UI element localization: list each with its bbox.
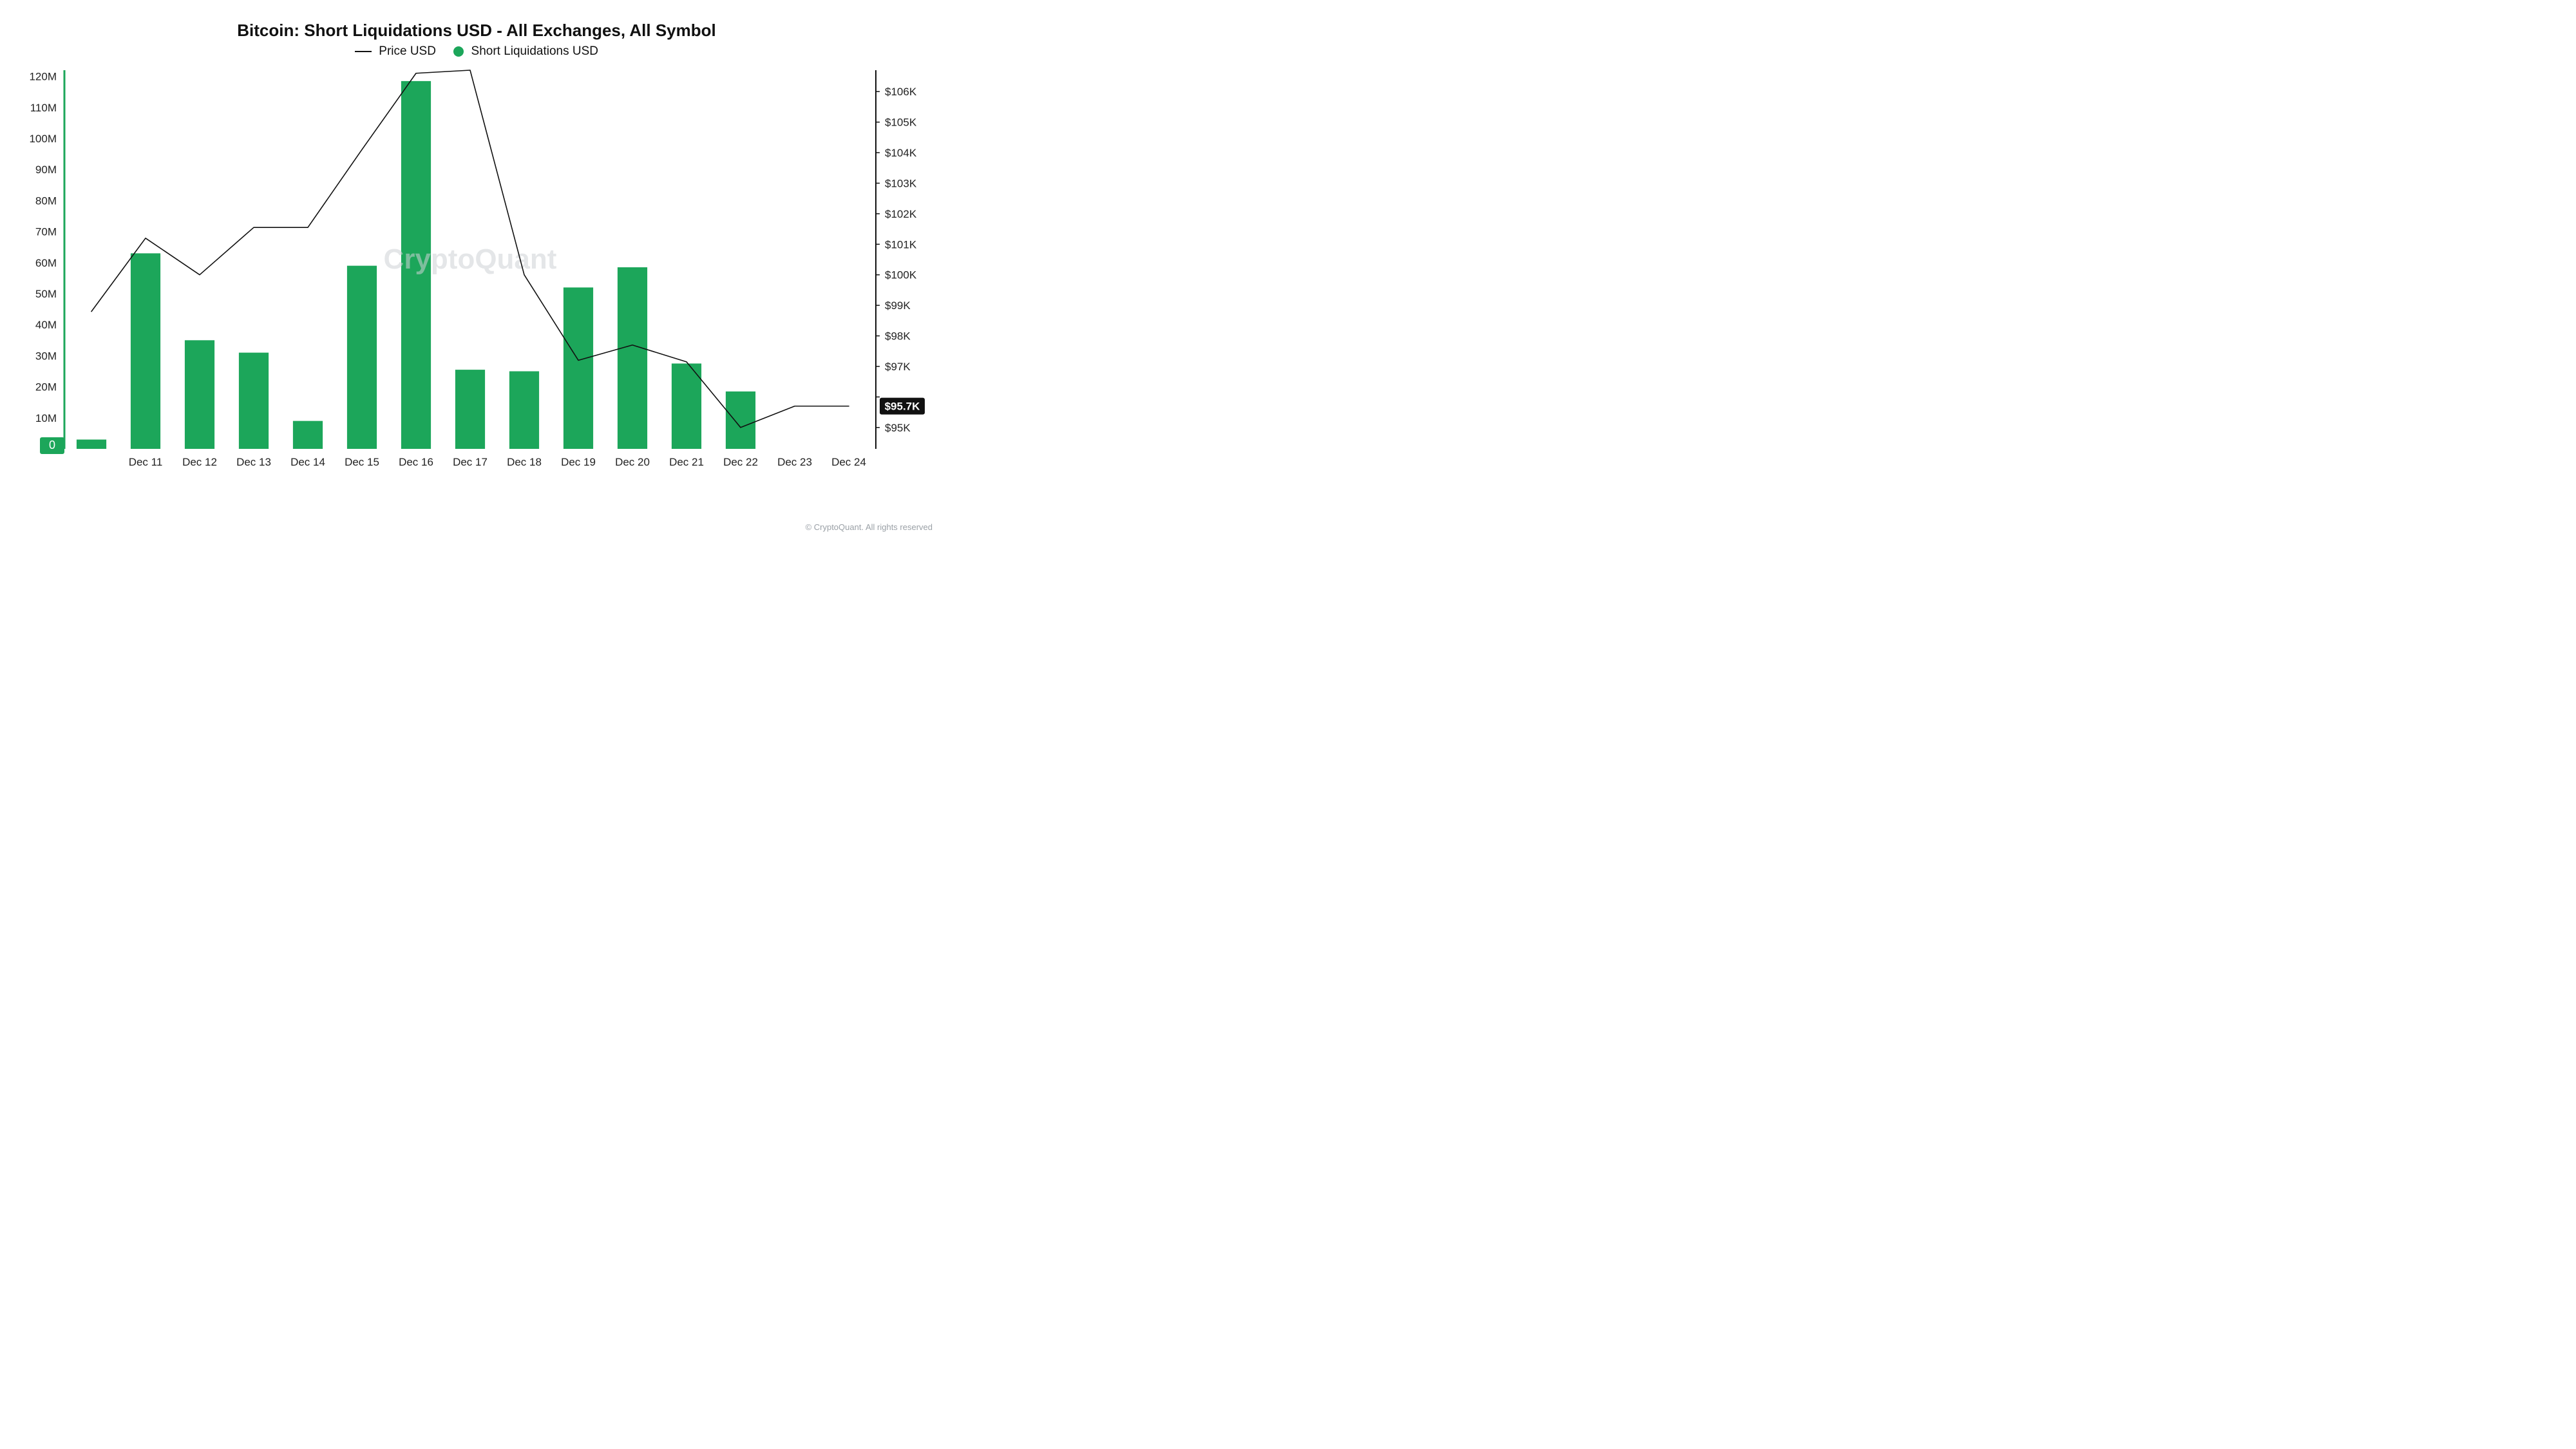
x-tick-label: Dec 17 (453, 456, 488, 468)
bar (618, 267, 647, 449)
y-left-tick-label: 60M (35, 257, 57, 269)
x-tick-label: Dec 21 (669, 456, 704, 468)
y-right-tick-label: $102K (885, 208, 917, 220)
plot-area: 10M 20M 30M 40M 50M 60M 70M 80M 90M 100M 110M 120M 0… (21, 64, 933, 476)
x-tick-label: Dec 20 (615, 456, 650, 468)
bar (293, 421, 323, 449)
bar (239, 353, 269, 449)
y-left-tick-label: 110M (30, 102, 57, 114)
y-right-tick-label: $104K (885, 147, 917, 159)
y-right-tick-label: $98K (885, 330, 911, 343)
bar (509, 372, 539, 449)
y-left-tick-label: 90M (35, 164, 57, 176)
watermark-text: CryptoQuant (384, 243, 557, 275)
y-right-tick-label: $99K (885, 299, 911, 312)
copyright-text: © CryptoQuant. All rights reserved (806, 522, 933, 532)
chart-svg: 10M 20M 30M 40M 50M 60M 70M 80M 90M 100M 110M 120M 0… (21, 64, 933, 476)
x-tick-label: Dec 18 (507, 456, 542, 468)
x-tick-label: Dec 19 (561, 456, 596, 468)
y-right-tick-label: $105K (885, 117, 917, 129)
y-left-tick-label: 30M (35, 350, 57, 362)
y-right-tick-label: $95K (885, 422, 911, 434)
x-tick-label: Dec 23 (777, 456, 812, 468)
bar (564, 287, 593, 449)
legend-line-swatch (355, 51, 372, 52)
y-left-tick-label: 100M (29, 133, 57, 145)
y-left-tick-label: 20M (35, 381, 57, 393)
y-left-tick-label: 10M (35, 412, 57, 424)
legend-line-label: Price USD (379, 44, 436, 58)
chart-legend: Price USD Short Liquidations USD (21, 44, 933, 59)
x-tick-label: Dec 12 (182, 456, 217, 468)
y-left-tick-label: 80M (35, 194, 57, 207)
x-tick-label: Dec 16 (399, 456, 433, 468)
bar (455, 370, 485, 449)
legend-dot-swatch (453, 46, 464, 57)
y-right-tick-label: $101K (885, 238, 917, 251)
y-left-tick-label: 120M (29, 71, 57, 83)
legend-bar-label: Short Liquidations USD (471, 44, 599, 58)
y-left-tick-label: 70M (35, 226, 57, 238)
y-left-tick-label: 50M (35, 288, 57, 300)
bar (77, 440, 106, 449)
y-right-tick-label: $97K (885, 361, 911, 373)
bar (672, 363, 701, 449)
zero-badge-text: 0 (49, 439, 55, 451)
x-tick-label: Dec 15 (345, 456, 379, 468)
x-tick-label: Dec 11 (129, 456, 163, 468)
x-tick-label: Dec 22 (723, 456, 758, 468)
chart-title: Bitcoin: Short Liquidations USD - All Ex… (21, 21, 933, 41)
price-badge-text: $95.7K (885, 401, 921, 413)
y-right-tick-label: $106K (885, 86, 917, 98)
bar (726, 392, 755, 449)
x-tick-label: Dec 14 (290, 456, 325, 468)
y-left-tick-label: 40M (35, 319, 57, 331)
chart-container: Bitcoin: Short Liquidations USD - All Ex… (0, 0, 953, 536)
y-right-tick-label: $103K (885, 177, 917, 189)
x-tick-label: Dec 13 (236, 456, 271, 468)
bar (131, 253, 160, 449)
bar (347, 266, 377, 449)
y-right-tick-label: $100K (885, 269, 917, 281)
x-tick-label: Dec 24 (831, 456, 866, 468)
bar (185, 340, 214, 449)
